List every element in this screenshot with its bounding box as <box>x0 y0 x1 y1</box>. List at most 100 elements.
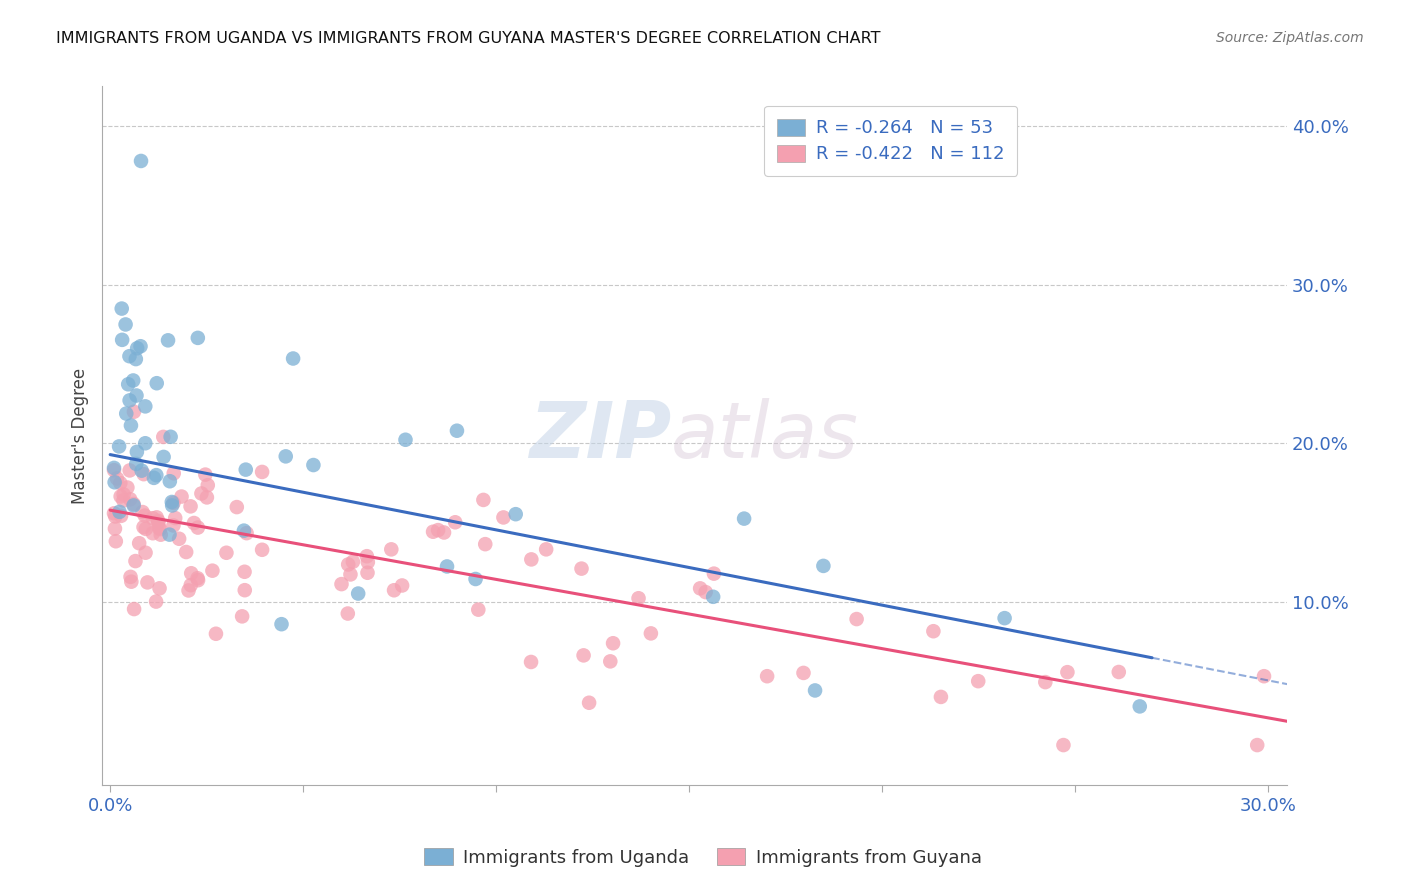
Point <box>733 511 755 525</box>
Point <box>103 506 125 520</box>
Point <box>165 511 187 525</box>
Point <box>235 462 257 476</box>
Point <box>197 478 219 492</box>
Point <box>124 554 146 568</box>
Point <box>134 400 156 414</box>
Point <box>231 609 253 624</box>
Point <box>187 571 209 585</box>
Point <box>159 527 181 541</box>
Point <box>129 153 152 168</box>
Point <box>813 558 835 573</box>
Point <box>382 583 405 598</box>
Point <box>1129 699 1152 714</box>
Text: ZIP: ZIP <box>529 398 671 474</box>
Point <box>148 516 170 530</box>
Point <box>602 636 624 650</box>
Point <box>391 578 413 592</box>
Point <box>111 301 134 316</box>
Point <box>994 611 1017 625</box>
Point <box>302 458 325 472</box>
Point <box>1108 665 1130 679</box>
Point <box>436 559 458 574</box>
Point <box>136 575 159 590</box>
Point <box>104 509 127 524</box>
Point <box>235 526 257 541</box>
Point <box>505 507 527 521</box>
Point <box>118 393 141 408</box>
Point <box>114 318 136 332</box>
Point <box>1253 669 1275 683</box>
Point <box>145 376 167 391</box>
Point <box>129 339 152 353</box>
Point <box>134 508 156 523</box>
Point <box>120 492 142 507</box>
Point <box>149 522 172 536</box>
Point <box>187 520 209 534</box>
Point <box>142 526 165 541</box>
Point <box>159 430 181 444</box>
Point <box>233 583 256 598</box>
Point <box>177 583 200 598</box>
Point <box>472 492 495 507</box>
Point <box>433 525 456 540</box>
Point <box>117 481 139 495</box>
Point <box>145 510 167 524</box>
Point <box>183 516 205 530</box>
Point <box>135 522 157 536</box>
Point <box>122 499 145 513</box>
Point <box>160 499 183 513</box>
Point <box>922 624 945 639</box>
Point <box>336 607 359 621</box>
Point <box>127 341 149 355</box>
Point <box>103 463 125 477</box>
Point <box>380 542 402 557</box>
Point <box>122 602 145 616</box>
Point <box>122 497 145 511</box>
Point <box>225 500 247 514</box>
Point <box>148 582 170 596</box>
Point <box>572 648 595 663</box>
Point <box>357 555 380 569</box>
Point <box>160 495 183 509</box>
Point <box>132 467 155 482</box>
Point <box>111 333 134 347</box>
Point <box>170 490 193 504</box>
Y-axis label: Master's Degree: Master's Degree <box>72 368 89 504</box>
Point <box>270 617 292 632</box>
Point <box>132 520 155 534</box>
Point <box>792 665 814 680</box>
Point <box>703 566 725 581</box>
Point <box>250 542 273 557</box>
Text: IMMIGRANTS FROM UGANDA VS IMMIGRANTS FROM GUYANA MASTER'S DEGREE CORRELATION CHA: IMMIGRANTS FROM UGANDA VS IMMIGRANTS FRO… <box>56 31 880 46</box>
Point <box>347 586 370 600</box>
Point <box>118 349 141 363</box>
Legend: Immigrants from Uganda, Immigrants from Guyana: Immigrants from Uganda, Immigrants from … <box>415 839 991 876</box>
Point <box>804 683 827 698</box>
Point <box>180 500 202 514</box>
Point <box>152 450 174 464</box>
Point <box>356 549 378 564</box>
Point <box>467 602 489 616</box>
Point <box>125 388 148 402</box>
Point <box>187 331 209 345</box>
Point <box>145 468 167 483</box>
Point <box>342 555 364 569</box>
Point <box>148 521 170 535</box>
Point <box>578 696 600 710</box>
Point <box>131 505 153 519</box>
Point <box>627 591 650 606</box>
Point <box>162 496 184 510</box>
Point <box>152 430 174 444</box>
Point <box>929 690 952 704</box>
Point <box>394 433 416 447</box>
Point <box>233 565 256 579</box>
Point <box>110 508 132 523</box>
Point <box>534 542 557 557</box>
Point <box>337 558 360 572</box>
Point <box>159 474 181 488</box>
Point <box>356 566 378 580</box>
Text: Source: ZipAtlas.com: Source: ZipAtlas.com <box>1216 31 1364 45</box>
Point <box>1033 675 1056 690</box>
Point <box>135 546 157 560</box>
Point <box>187 573 209 587</box>
